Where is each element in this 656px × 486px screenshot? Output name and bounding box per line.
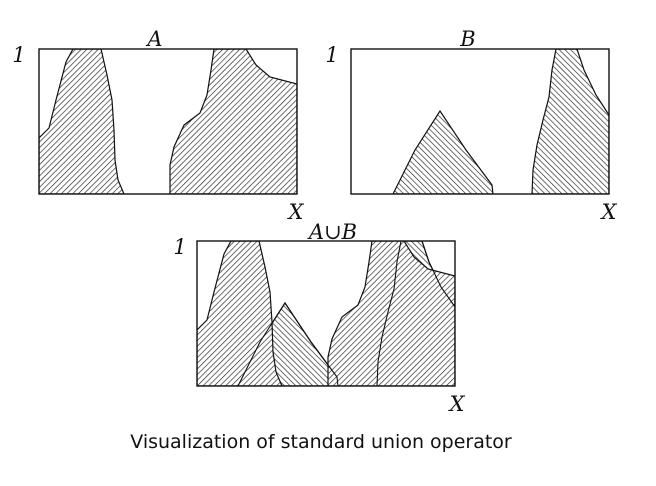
panel-b-y-tick: 1 (325, 43, 338, 67)
panel-union-x-label: X (448, 392, 466, 416)
union-outline-b-right (376, 241, 455, 386)
set-a-region-left (39, 49, 125, 194)
panel-a: A 1 X (12, 27, 304, 224)
union-region-a-right (327, 241, 455, 386)
set-a-region-right (169, 49, 297, 194)
panel-union-frame (196, 240, 456, 387)
panel-a-frame (38, 48, 298, 195)
panel-union-y-tick: 1 (173, 235, 186, 259)
panel-b-title: B (459, 27, 475, 51)
panel-b-x-label: X (600, 200, 618, 224)
figure-caption: Visualization of standard union operator (130, 431, 512, 453)
panel-a-x-label: X (287, 200, 305, 224)
set-b-region-triangle (392, 109, 494, 194)
panel-a-title: A (145, 27, 162, 51)
panel-union-title: A∪B (307, 220, 357, 244)
union-outline-b-triangle (237, 301, 339, 386)
panel-b-frame (350, 48, 610, 195)
union-region-a-left (197, 241, 283, 386)
panel-b: B 1 X (325, 27, 617, 224)
panel-a-y-tick: 1 (12, 43, 25, 67)
set-b-region-right (531, 49, 609, 194)
panel-union: A∪B 1 X (173, 220, 465, 416)
